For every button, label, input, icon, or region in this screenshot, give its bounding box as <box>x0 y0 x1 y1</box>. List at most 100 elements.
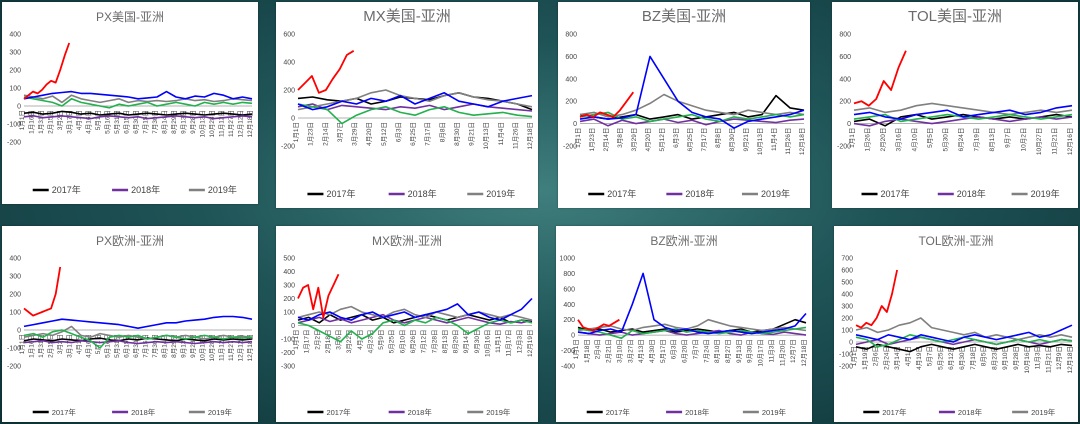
y-tick-label: 800 <box>565 32 577 39</box>
x-tick-label: 8月8日 <box>714 128 722 148</box>
x-tick-label: 4月16日 <box>85 110 93 134</box>
series-line <box>855 269 898 329</box>
y-tick-label: 200 <box>565 99 577 106</box>
chart-svg: PX欧洲-亚洲 -200 -100 0 100 200 300 400 1月1日 1月16日 1月3… <box>7 234 254 417</box>
x-tick-label: 2月18日 <box>324 330 332 354</box>
x-tick-label: 3月6日 <box>335 330 343 350</box>
chart-svg: MX美国-亚洲 -200 0 200 400 600 1月1日 1月23日 2月14日 3月7日 3… <box>281 8 534 199</box>
x-tick-label: 6月25日 <box>686 128 694 152</box>
x-tick-label: 8月14日 <box>161 334 169 358</box>
y-tick-label: 400 <box>841 292 853 299</box>
x-tick-label: 3月2日 <box>56 110 64 130</box>
x-tick-label: 2月14日 <box>602 128 610 152</box>
x-tick-label: 7月30日 <box>151 110 159 134</box>
chart-title: BZ欧洲-亚洲 <box>650 234 717 248</box>
x-tick-label: 3月27日 <box>626 339 634 363</box>
x-tick-label: 6月12日 <box>947 346 955 370</box>
x-tick-label: 3月29日 <box>351 122 359 146</box>
legend-label: 2018年 <box>957 188 986 199</box>
series-line <box>579 118 805 127</box>
y-tick-label: 300 <box>9 274 21 281</box>
x-tick-label: 9月28日 <box>189 334 197 358</box>
legend-label: 2017年 <box>326 407 351 417</box>
y-tick-label: 600 <box>839 54 851 61</box>
x-tick-label: 11月26日 <box>784 128 792 155</box>
x-tick-label: 8月30日 <box>728 128 736 152</box>
x-tick-label: 6月20日 <box>681 339 689 363</box>
x-tick-label: 7月15日 <box>142 334 150 358</box>
x-tick-label: 9月30日 <box>473 330 481 354</box>
y-tick-label: 600 <box>565 54 577 61</box>
x-tick-label: 2月14日 <box>321 122 329 146</box>
chart-panel-tol-eu-asia: TOL欧洲-亚洲 -200 -100 0 100 200 300 400 500 600 700 1月… <box>834 226 1078 422</box>
y-tick-label: 0 <box>847 121 851 128</box>
x-tick-label: 5月17日 <box>659 339 667 363</box>
x-tick-label: 7月12日 <box>420 330 428 354</box>
x-tick-label: 8月13日 <box>988 128 996 152</box>
x-tick-label: 5月1日 <box>94 334 102 354</box>
chart-title: BZ美国-亚洲 <box>642 8 726 25</box>
series-line <box>297 103 533 112</box>
series-line <box>23 115 253 120</box>
legend-label: 2019年 <box>761 188 790 199</box>
legend-label: 2019年 <box>208 407 233 417</box>
y-tick-label: 0 <box>849 340 853 347</box>
x-tick-label: 1月1日 <box>848 128 856 148</box>
y-tick-label: 600 <box>841 268 853 275</box>
series-line <box>297 89 533 111</box>
x-tick-label: 5月16日 <box>104 110 112 134</box>
x-tick-label: 10月17日 <box>757 339 765 366</box>
x-tick-label: 10月28日 <box>208 334 216 361</box>
chart-title: PX欧洲-亚洲 <box>96 234 164 248</box>
x-tick-label: 1月31日 <box>37 110 45 134</box>
x-tick-label: 1月1日 <box>850 346 858 366</box>
x-tick-label: 9月14日 <box>462 330 470 354</box>
x-tick-label: 11月27日 <box>227 334 235 361</box>
x-tick-label: 6月3日 <box>670 339 678 359</box>
chart-svg: TOL美国-亚洲 -200 0 200 400 600 800 1月1日 1月26日 2月20日 3… <box>837 8 1074 199</box>
legend-label: 2019年 <box>1031 188 1060 199</box>
x-tick-label: 5月9日 <box>377 330 385 350</box>
x-tick-label: 3月22日 <box>345 330 353 354</box>
series-line <box>297 316 533 343</box>
series-line <box>855 324 1073 343</box>
chart-panel-mx-eu-asia: MX欧洲-亚洲 -300 -200 -100 0 100 200 300 400 500 1月1日 1… <box>276 226 538 422</box>
x-tick-label: 6月10日 <box>398 330 406 354</box>
legend-label: 2019年 <box>486 188 515 199</box>
x-tick-label: 12月9日 <box>1055 346 1063 370</box>
series-line <box>23 340 253 345</box>
x-tick-label: 12月18日 <box>526 122 534 149</box>
x-tick-label: 5月12日 <box>658 128 666 152</box>
x-tick-label: 3月16日 <box>895 128 903 152</box>
x-tick-label: 4月10日 <box>910 128 918 152</box>
y-tick-label: 600 <box>563 286 575 293</box>
x-tick-label: 12月12日 <box>237 334 245 361</box>
series-line <box>577 318 620 332</box>
x-tick-label: 4月19日 <box>915 346 923 370</box>
series-line <box>853 104 1073 120</box>
series-line <box>853 102 1073 116</box>
x-tick-label: 6月15日 <box>123 334 131 358</box>
legend-label: 2018年 <box>131 407 156 417</box>
series-line <box>23 42 71 100</box>
y-tick-label: 400 <box>9 32 21 39</box>
x-tick-label: 10月2日 <box>1019 128 1027 152</box>
x-tick-label: 5月25日 <box>936 346 944 370</box>
x-tick-label: 9月21日 <box>468 122 476 146</box>
x-tick-label: 11月20日 <box>778 339 786 366</box>
legend-label: 2017年 <box>52 407 77 417</box>
x-tick-label: 1月1日 <box>292 330 300 350</box>
x-tick-label: 8月29日 <box>452 330 460 354</box>
y-tick-label: 700 <box>841 256 853 263</box>
series-line <box>853 50 907 107</box>
x-tick-label: 1月16日 <box>28 110 36 134</box>
x-tick-label: 11月21日 <box>1044 346 1052 373</box>
y-tick-label: 500 <box>283 256 295 263</box>
y-tick-label: 0 <box>291 116 295 123</box>
chart-panel-tol-us-asia: TOL美国-亚洲 -200 0 200 400 600 800 1月1日 1月26日 2月20日 3… <box>832 2 1078 208</box>
y-tick-label: 0 <box>17 328 21 335</box>
x-tick-label: 6月15日 <box>123 110 131 134</box>
x-tick-label: 1月1日 <box>574 128 582 148</box>
x-tick-label: 12月7日 <box>789 339 797 363</box>
x-tick-label: 12月18日 <box>1066 346 1074 373</box>
